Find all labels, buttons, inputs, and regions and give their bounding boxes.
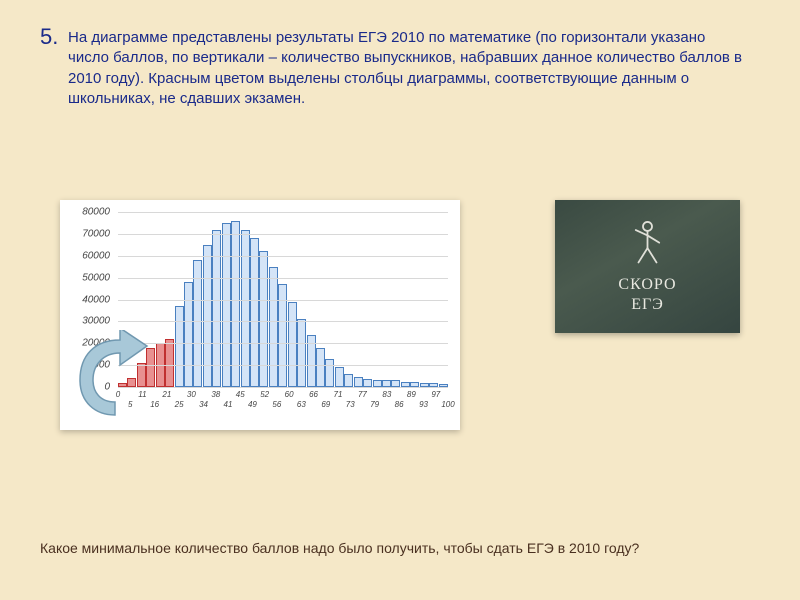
chart-bar bbox=[212, 230, 221, 388]
chart-y-label: 50000 bbox=[60, 272, 110, 283]
chart-x-label: 52 bbox=[260, 390, 269, 399]
bottom-question: Какое минимальное количество баллов надо… bbox=[40, 540, 760, 556]
chart-bar bbox=[146, 348, 155, 387]
chart-x-label: 34 bbox=[199, 400, 208, 409]
chart-gridline bbox=[118, 343, 448, 344]
chart-x-label: 60 bbox=[285, 390, 294, 399]
chart-gridline bbox=[118, 365, 448, 366]
chart-x-label: 83 bbox=[382, 390, 391, 399]
chart-y-label: 60000 bbox=[60, 250, 110, 261]
chart-y-label: 40000 bbox=[60, 294, 110, 305]
chart-bar bbox=[193, 260, 202, 387]
chart-x-label: 30 bbox=[187, 390, 196, 399]
chart-x-label: 71 bbox=[334, 390, 343, 399]
chart-x-label: 63 bbox=[297, 400, 306, 409]
chart-plot-area bbox=[118, 212, 448, 387]
chart-bar bbox=[259, 251, 268, 387]
chart-gridline bbox=[118, 278, 448, 279]
chart-container: 0 10000 20000 30000 40000 50000 60000 70000 8000… bbox=[60, 200, 460, 430]
photo-line1: СКОРО bbox=[618, 276, 676, 293]
chalk-figure-icon bbox=[625, 219, 670, 269]
chart-bar bbox=[165, 339, 174, 387]
chart-x-labels: 0 11 21 30 38 45 52 60 66 71 77 83 89 97 5 16 25 34 41 49 56… bbox=[118, 390, 448, 420]
chart-x-label: 38 bbox=[211, 390, 220, 399]
chart-bar bbox=[222, 223, 231, 387]
chart-x-label: 100 bbox=[441, 400, 454, 409]
chart-bar bbox=[325, 359, 334, 387]
chart-x-label: 97 bbox=[431, 390, 440, 399]
chart-y-label: 0 bbox=[60, 382, 110, 393]
question-text: На диаграмме представлены результаты ЕГЭ… bbox=[68, 28, 748, 109]
chart-bar bbox=[288, 302, 297, 387]
chart-gridline bbox=[118, 212, 448, 213]
chart-gridline bbox=[118, 387, 448, 388]
chart-bar bbox=[354, 377, 363, 387]
chart-x-label: 49 bbox=[248, 400, 257, 409]
chart-x-label: 21 bbox=[162, 390, 171, 399]
chart-x-label: 66 bbox=[309, 390, 318, 399]
chart-x-label: 16 bbox=[150, 400, 159, 409]
chart-y-label: 70000 bbox=[60, 228, 110, 239]
chart-x-label: 11 bbox=[138, 390, 146, 399]
chart-y-label: 30000 bbox=[60, 316, 110, 327]
question-number: 5. bbox=[40, 24, 58, 50]
chart-bar bbox=[231, 221, 240, 387]
chart-bar bbox=[175, 306, 184, 387]
chart-x-label: 86 bbox=[395, 400, 404, 409]
chart-bar bbox=[335, 367, 344, 387]
chart-bar bbox=[269, 267, 278, 387]
photo-text: СКОРО ЕГЭ bbox=[618, 275, 676, 313]
chart-bar bbox=[184, 282, 193, 387]
chart-x-label: 77 bbox=[358, 390, 367, 399]
photo-box: СКОРО ЕГЭ bbox=[555, 200, 740, 333]
chart-gridline bbox=[118, 321, 448, 322]
chart-bar bbox=[241, 230, 250, 388]
chart-x-label: 56 bbox=[272, 400, 281, 409]
chart-y-label: 10000 bbox=[60, 360, 110, 371]
chart-x-label: 41 bbox=[224, 400, 233, 409]
chart-x-label: 93 bbox=[419, 400, 428, 409]
chart-bar bbox=[316, 348, 325, 387]
photo-line2: ЕГЭ bbox=[631, 296, 664, 313]
chart-x-label: 89 bbox=[407, 390, 416, 399]
chart-y-label: 80000 bbox=[60, 207, 110, 218]
chart-gridline bbox=[118, 300, 448, 301]
chart-x-label: 45 bbox=[236, 390, 245, 399]
chart-x-label: 5 bbox=[128, 400, 132, 409]
chart-x-label: 73 bbox=[346, 400, 355, 409]
chart-x-label: 0 bbox=[116, 390, 120, 399]
chart-gridline bbox=[118, 234, 448, 235]
chart-bar bbox=[363, 379, 372, 387]
chart-y-label: 20000 bbox=[60, 338, 110, 349]
chart-bar bbox=[127, 378, 136, 387]
chart-bar bbox=[137, 363, 146, 387]
chart-x-label: 79 bbox=[370, 400, 379, 409]
chart-x-label: 69 bbox=[321, 400, 330, 409]
chart-bar bbox=[344, 374, 353, 387]
chart-x-label: 25 bbox=[175, 400, 184, 409]
chart-bar bbox=[297, 319, 306, 387]
chart-gridline bbox=[118, 256, 448, 257]
